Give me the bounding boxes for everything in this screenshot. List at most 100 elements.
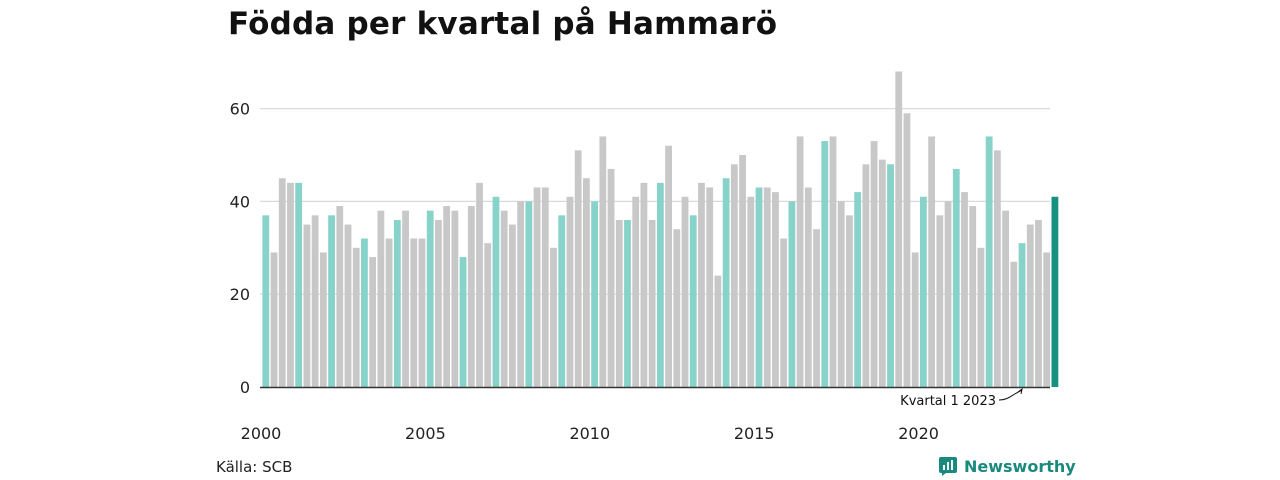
bar xyxy=(262,215,270,387)
bar xyxy=(722,178,730,387)
bar xyxy=(369,257,377,387)
bar xyxy=(796,136,804,387)
tick-labels: 0 20 40 60 2000 2005 2010 2015 2020 xyxy=(230,100,939,443)
bar xyxy=(533,187,541,387)
bar xyxy=(484,243,492,387)
bar xyxy=(698,182,705,387)
bar xyxy=(517,201,525,387)
bar xyxy=(393,219,401,387)
bar xyxy=(492,196,500,387)
newsworthy-icon xyxy=(939,457,957,476)
bar xyxy=(377,210,385,387)
bar xyxy=(402,210,409,387)
bar xyxy=(566,196,574,387)
annotation-label: Kvartal 1 2023 xyxy=(900,394,996,409)
bar xyxy=(895,71,903,387)
bar xyxy=(640,182,648,387)
source-label: Källa: SCB xyxy=(216,458,293,476)
x-tick-label: 2000 xyxy=(241,424,282,443)
bar xyxy=(410,238,418,387)
bar xyxy=(706,187,714,387)
bar xyxy=(862,164,870,387)
bar xyxy=(361,238,368,387)
bar xyxy=(1035,219,1042,387)
bar xyxy=(648,219,656,387)
bar xyxy=(747,196,755,387)
bar xyxy=(837,201,845,387)
bar xyxy=(558,215,566,387)
bar xyxy=(928,136,936,387)
bar xyxy=(878,159,886,387)
bar xyxy=(607,168,615,387)
bar xyxy=(1043,252,1051,387)
bar xyxy=(418,238,426,387)
bar xyxy=(574,150,582,387)
bar xyxy=(426,210,434,387)
bar xyxy=(632,196,640,387)
bar xyxy=(344,224,352,387)
x-tick-label: 2005 xyxy=(405,424,446,443)
bar xyxy=(977,247,985,387)
bar xyxy=(311,215,319,387)
bar xyxy=(846,215,853,387)
bar xyxy=(385,238,393,387)
y-tick-label: 0 xyxy=(240,378,250,397)
bar xyxy=(451,210,459,387)
bar xyxy=(336,206,344,387)
x-tick-label: 2020 xyxy=(898,424,939,443)
bar xyxy=(920,196,927,387)
bar xyxy=(459,257,467,387)
bar xyxy=(969,206,977,387)
bar xyxy=(961,192,968,387)
bar xyxy=(550,247,557,387)
chart-title: Födda per kvartal på Hammarö xyxy=(228,6,778,42)
bar xyxy=(944,201,952,387)
bar xyxy=(993,150,1001,387)
bar xyxy=(936,215,944,387)
bar xyxy=(788,201,796,387)
bar xyxy=(582,178,590,387)
bar xyxy=(467,206,475,387)
x-tick-label: 2015 xyxy=(734,424,775,443)
bar xyxy=(854,192,862,387)
bar xyxy=(813,229,820,387)
bar xyxy=(500,210,508,387)
y-tick-label: 40 xyxy=(230,192,250,211)
bar xyxy=(665,145,672,387)
bar xyxy=(681,196,689,387)
bar xyxy=(739,155,746,387)
bar xyxy=(903,113,911,388)
bar xyxy=(772,192,779,387)
bar xyxy=(763,187,771,387)
bar xyxy=(476,182,483,387)
bar xyxy=(730,164,738,387)
bar xyxy=(1018,243,1026,387)
bar xyxy=(295,182,303,387)
brand-name: Newsworthy xyxy=(964,456,1076,476)
bar xyxy=(509,224,516,387)
bar xyxy=(714,275,722,387)
bar xyxy=(656,182,664,387)
y-tick-label: 20 xyxy=(230,285,250,304)
bar xyxy=(624,219,631,387)
bar xyxy=(1002,210,1009,387)
bar xyxy=(319,252,327,387)
bar xyxy=(689,215,697,387)
bar xyxy=(804,187,812,387)
annotation-arrowhead xyxy=(1017,387,1023,395)
bar xyxy=(887,164,894,387)
bar xyxy=(829,136,837,387)
brand-logo[interactable]: Newsworthy xyxy=(938,456,1076,476)
bar xyxy=(615,219,623,387)
bar xyxy=(911,252,919,387)
bar xyxy=(287,182,294,387)
y-tick-label: 60 xyxy=(230,100,250,119)
annotation-group: Kvartal 1 2023 xyxy=(900,387,1023,409)
bar xyxy=(1051,196,1059,387)
bar xyxy=(1010,261,1018,387)
bar xyxy=(673,229,681,387)
x-tick-label: 2010 xyxy=(569,424,610,443)
bar xyxy=(278,178,286,387)
bar xyxy=(780,238,788,387)
